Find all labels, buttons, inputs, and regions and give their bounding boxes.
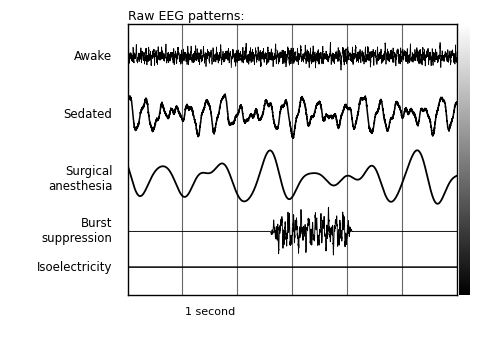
Text: Raw EEG patterns:: Raw EEG patterns: — [128, 10, 245, 23]
Text: Sedated: Sedated — [63, 107, 112, 121]
Text: Isoelectricity: Isoelectricity — [37, 261, 112, 274]
Text: 1 second: 1 second — [185, 307, 235, 317]
Text: Awake: Awake — [74, 50, 112, 63]
Text: Burst
suppression: Burst suppression — [41, 217, 112, 245]
Text: Surgical
anesthesia: Surgical anesthesia — [48, 165, 112, 193]
